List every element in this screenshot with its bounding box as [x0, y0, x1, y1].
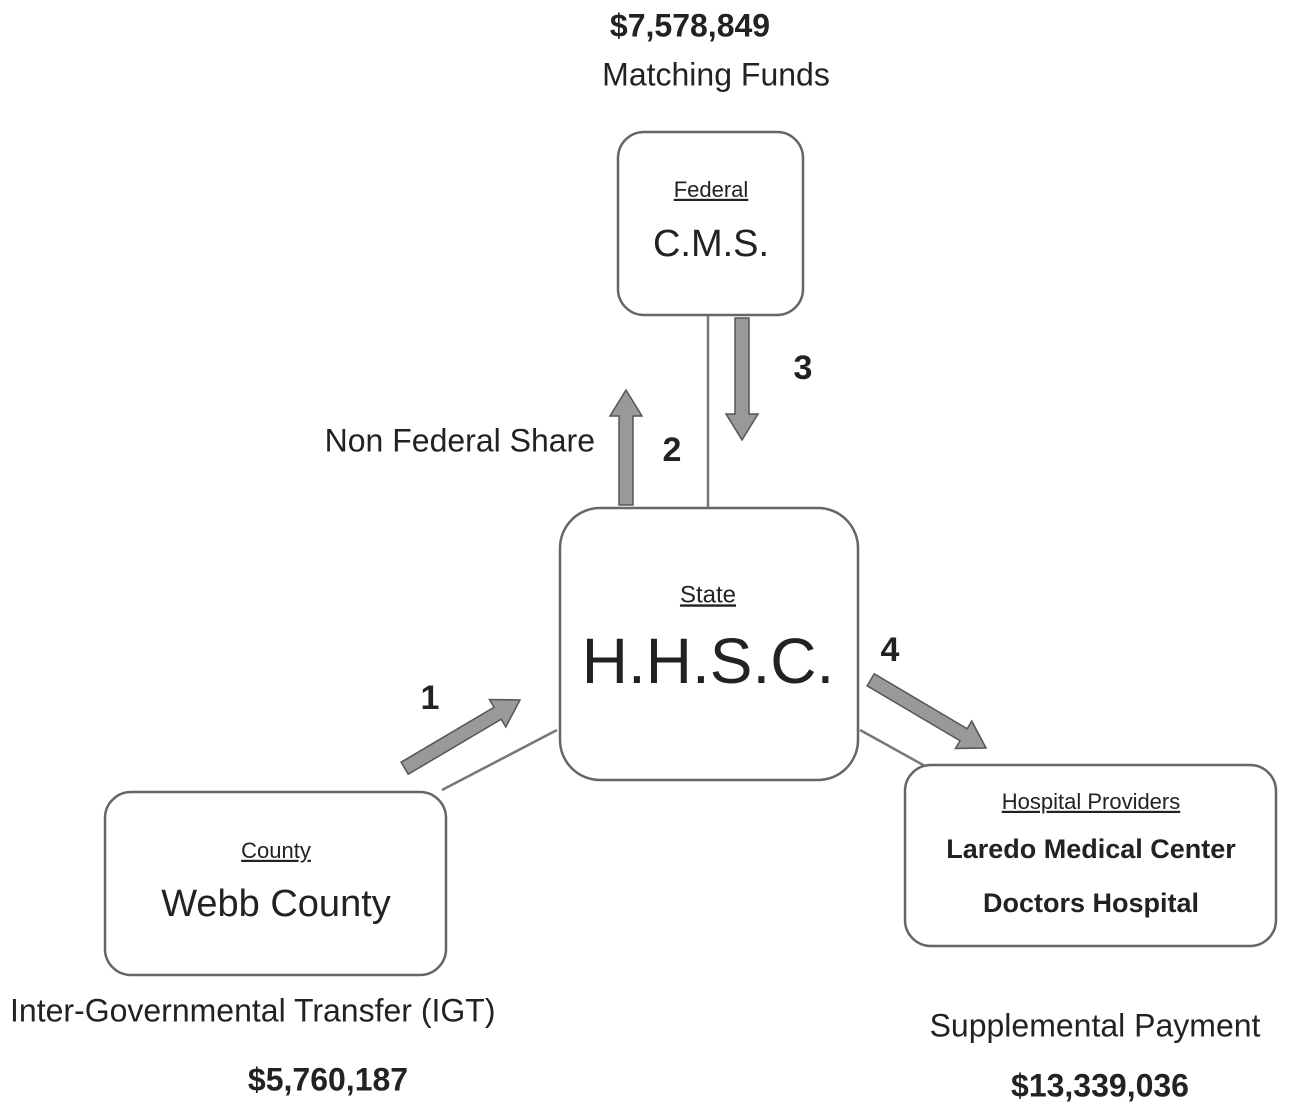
county-caption: Inter-Governmental Transfer (IGT) — [10, 992, 495, 1028]
federal-amount: $7,578,849 — [610, 7, 770, 43]
state-name: H.H.S.C. — [582, 625, 834, 697]
connector — [859, 728, 926, 768]
hospital-level: Hospital Providers — [1002, 789, 1181, 814]
federal-amount-label: Matching Funds — [602, 56, 830, 92]
arrow-4 — [866, 672, 988, 750]
connector — [441, 728, 558, 792]
county-box — [103, 790, 448, 977]
hospital-amount: $13,339,036 — [1011, 1067, 1189, 1103]
arrow-3 — [724, 317, 760, 442]
hospital-box — [903, 763, 1278, 948]
step-number: 1 — [421, 679, 440, 717]
step-number: 2 — [663, 431, 682, 469]
county-level: County — [241, 838, 311, 863]
federal-level: Federal — [674, 177, 749, 202]
flow-label: Non Federal Share — [325, 422, 595, 458]
hospital-name: Doctors Hospital — [983, 888, 1199, 918]
county-name: Webb County — [161, 883, 391, 925]
county-amount: $5,760,187 — [248, 1061, 408, 1097]
hospital-caption: Supplemental Payment — [930, 1007, 1261, 1043]
step-number: 3 — [794, 349, 813, 387]
federal-name: C.M.S. — [653, 223, 769, 265]
state-box — [558, 506, 860, 782]
state-level: State — [680, 581, 736, 608]
arrow-2 — [608, 388, 644, 506]
arrow-1 — [400, 698, 522, 776]
step-number: 4 — [881, 631, 900, 669]
hospital-name: Laredo Medical Center — [946, 834, 1236, 864]
federal-box — [616, 130, 805, 317]
